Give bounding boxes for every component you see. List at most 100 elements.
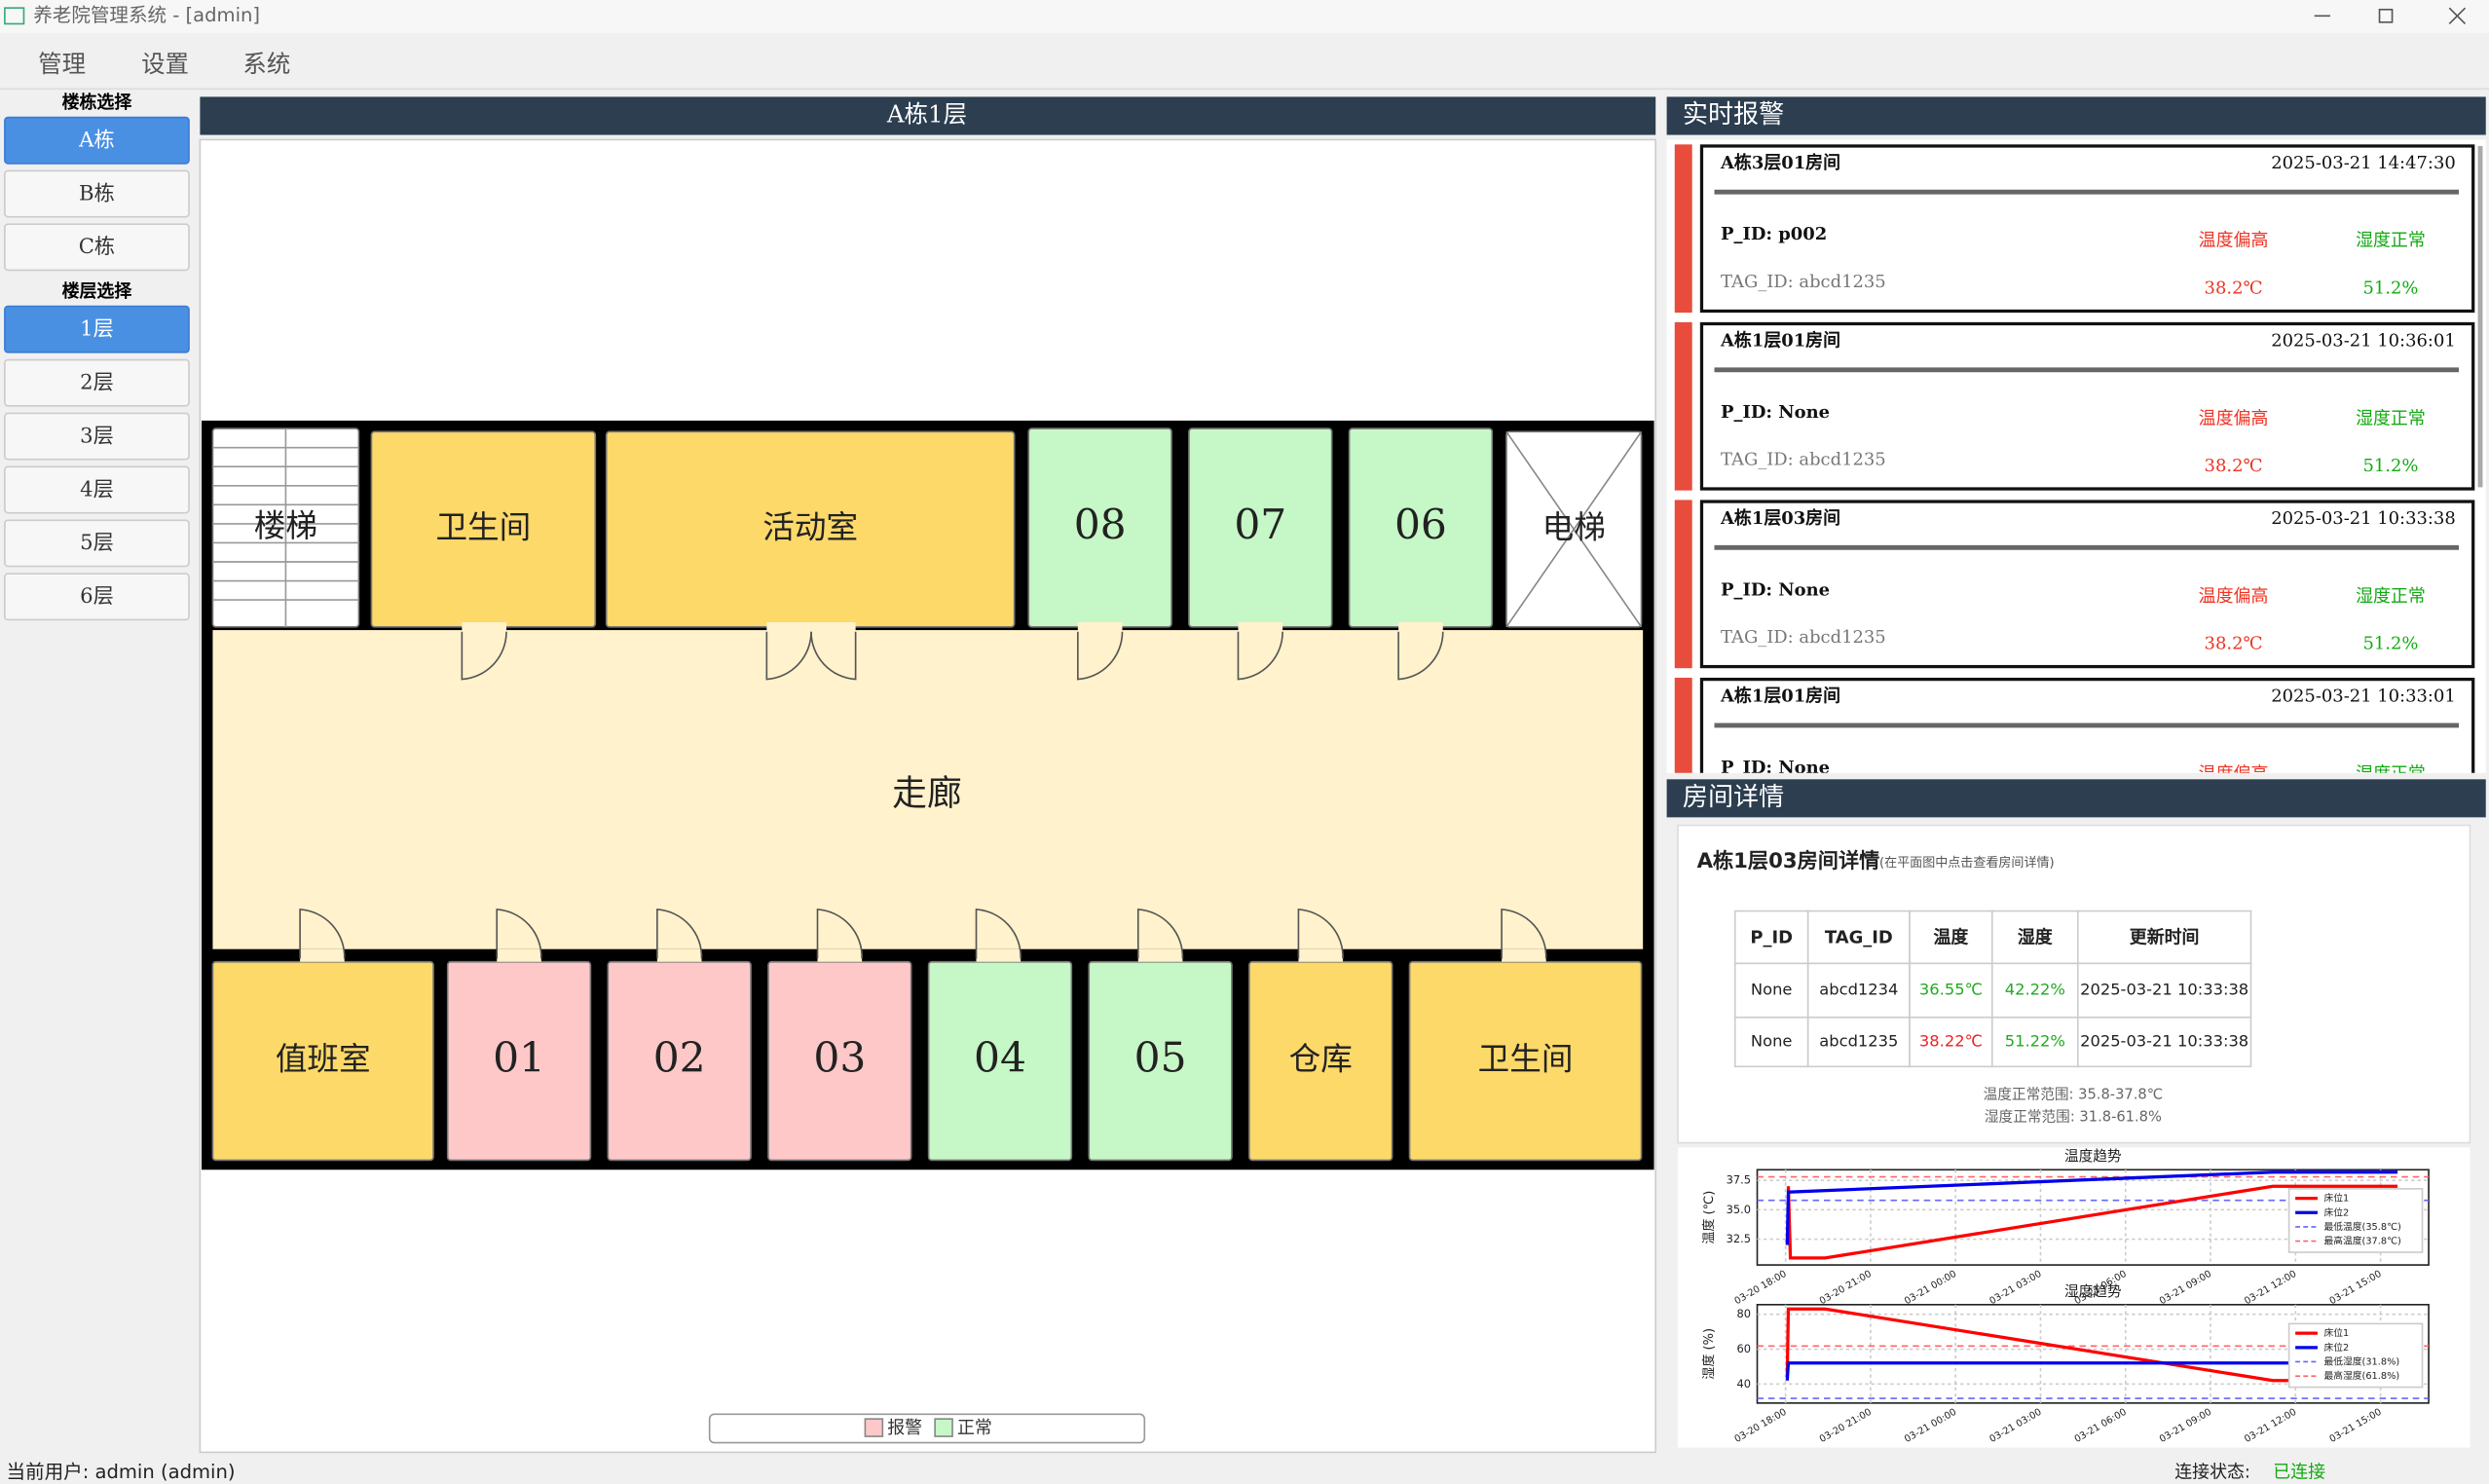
nav-button-label: 5层 (80, 530, 114, 554)
table-value: 38.22℃ (1919, 1032, 1983, 1051)
alert-card[interactable] (1699, 500, 2475, 669)
alert-temp: 38.2℃ (2205, 456, 2263, 476)
door (656, 909, 703, 959)
room-label: 04 (974, 1034, 1026, 1082)
legend-label: 最低湿度(31.8%) (2323, 1354, 2399, 1367)
title-bar (0, 0, 2489, 34)
alert-card[interactable] (1699, 144, 2475, 314)
room-label: 楼梯 (254, 507, 317, 544)
door-gap (810, 621, 856, 632)
room-label: 07 (1234, 501, 1286, 548)
nav-button[interactable] (4, 412, 190, 461)
table-header-cell (2076, 909, 2252, 965)
nav-button-label: 4层 (80, 476, 114, 501)
room-label: 08 (1074, 501, 1127, 548)
room-label: 02 (653, 1034, 706, 1082)
alert-strip (1674, 677, 1692, 773)
status-user: 当前用户: admin (admin) (7, 1461, 236, 1483)
status-bar (0, 1457, 2489, 1484)
window-title: 养老院管理系统 - [admin] (33, 4, 260, 26)
door-gap (1077, 621, 1123, 632)
alert-temp-status: 温度偏高 (2199, 231, 2269, 251)
alert-humidity: 51.2% (2362, 634, 2418, 654)
corridor-label: 走廊 (892, 774, 962, 814)
alert-strip (1674, 321, 1692, 491)
door-gap (1298, 948, 1344, 962)
door (496, 909, 542, 959)
alert-list: A栋3层01房间 2025-03-21 14:47:30 P_ID: p002 温度偏… (1674, 144, 2475, 784)
chart-title: 湿度趋势 (2064, 1283, 2122, 1300)
chart-title: 温度趋势 (2064, 1148, 2122, 1165)
status-label: 连接状态: (2174, 1463, 2250, 1483)
close-button[interactable] (2448, 7, 2467, 25)
data-line (1785, 1361, 2398, 1381)
data-line (1786, 1184, 2398, 1260)
menu-item: 设置 (141, 50, 189, 78)
table-header: P_ID (1750, 927, 1793, 947)
app-icon (4, 7, 25, 25)
door-gap (300, 948, 345, 962)
alert-strip (1674, 500, 1692, 669)
table-value: 42.22% (2005, 981, 2065, 999)
room-label: 活动室 (762, 509, 858, 546)
alert-card[interactable] (1699, 321, 2475, 491)
door-gap (1502, 948, 1546, 962)
alert-humidity-status: 湿度正常 (2356, 763, 2426, 784)
maximize-button[interactable] (2378, 8, 2394, 23)
menu-item: 管理 (38, 50, 86, 78)
alert-temp: 38.2℃ (2205, 634, 2263, 654)
table-value: None (1751, 1032, 1793, 1051)
alert-temp-status: 温度偏高 (2199, 763, 2269, 784)
legend-swatch (934, 1418, 953, 1437)
table-header: 更新时间 (2130, 926, 2200, 947)
table-header: 温度 (1933, 926, 1968, 947)
nav-button[interactable] (4, 305, 190, 353)
scrollbar[interactable] (2477, 145, 2483, 488)
legend-label: 床位2 (2323, 1341, 2349, 1354)
nav-button[interactable] (4, 169, 190, 218)
table-value: None (1751, 981, 1793, 999)
nav-button[interactable] (4, 223, 190, 272)
room-label: 电梯 (1542, 509, 1606, 546)
nav-button[interactable] (4, 116, 190, 165)
door (1397, 631, 1444, 681)
alert-humidity-status: 湿度正常 (2356, 408, 2426, 428)
section-label: 楼栋选择 (62, 92, 133, 113)
nav-button[interactable] (4, 465, 190, 514)
legend-box (708, 1413, 1146, 1444)
nav-button-label: C栋 (79, 234, 115, 258)
door-gap (1137, 948, 1183, 962)
table-value: 36.55℃ (1919, 981, 1983, 999)
alert-time: 2025-03-21 14:47:30 (2271, 153, 2456, 173)
nav-button[interactable] (4, 358, 190, 407)
panel-title: 实时报警 (1683, 100, 1784, 130)
nav-button-label: B栋 (79, 180, 115, 204)
table-cell (1909, 962, 1993, 1019)
alert-temp-status: 温度偏高 (2199, 586, 2269, 607)
alert-humidity-status: 湿度正常 (2356, 231, 2426, 251)
table-cell (1733, 962, 1809, 1019)
table-cell (1733, 1016, 1809, 1068)
detail-heading: A栋1层03房间详情 (1697, 848, 1880, 872)
legend-label: 最高温度(37.8℃) (2323, 1235, 2400, 1247)
table-header-cell (1990, 909, 2079, 965)
panel-header (200, 96, 1656, 135)
legend-label: 最高湿度(61.8%) (2323, 1369, 2399, 1382)
panel-title: 房间详情 (1683, 783, 1784, 812)
y-tick-label: 40 (1736, 1377, 1751, 1391)
door (461, 631, 507, 681)
y-axis-label: 温度 (℃) (1701, 1191, 1717, 1244)
room-label: 03 (813, 1034, 866, 1082)
nav-button[interactable] (4, 573, 190, 621)
table-cell (1990, 962, 2079, 1019)
nav-button-label: 6层 (80, 583, 114, 608)
legend-label: 床位1 (2323, 1326, 2349, 1339)
room-label: 06 (1394, 501, 1447, 548)
door (765, 631, 812, 681)
alert-humidity-status: 湿度正常 (2356, 586, 2426, 607)
nav-button[interactable] (4, 519, 190, 568)
door-gap (976, 948, 1022, 962)
table-header: TAG_ID (1825, 927, 1893, 947)
data-line (1785, 1170, 2398, 1245)
